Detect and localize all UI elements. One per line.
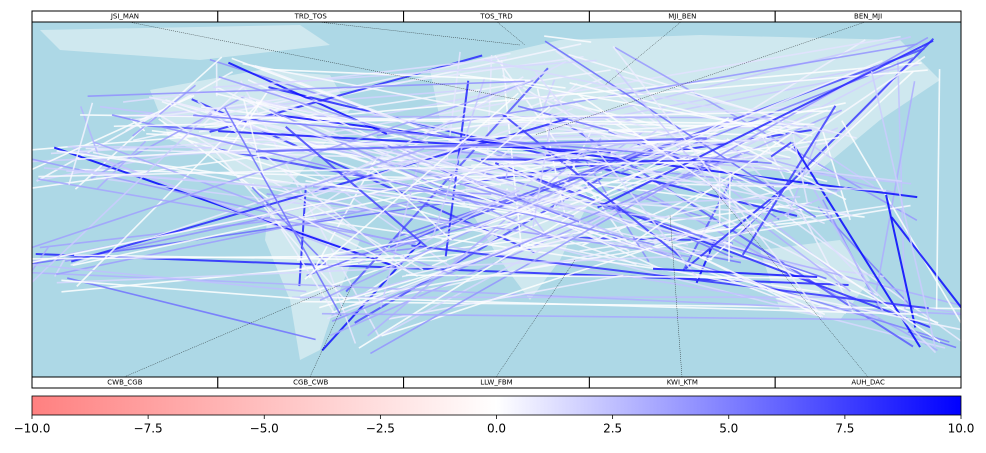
route xyxy=(729,175,730,261)
tick-label: −7.5 xyxy=(134,422,163,436)
tick-label: −5.0 xyxy=(250,422,279,436)
colorbar xyxy=(32,396,961,415)
route-label: TOS_TRD xyxy=(479,13,512,21)
route-label: BEN_MJI xyxy=(854,13,882,21)
route-label: TRD_TOS xyxy=(294,13,328,21)
route-label: KWI_KTM xyxy=(667,379,698,387)
colorbar-ticks: −10.0 −7.5 −5.0 −2.5 0.0 2.5 5.0 7.5 10.0 xyxy=(14,415,975,436)
tick-label: 7.5 xyxy=(835,422,854,436)
tick-label: 2.5 xyxy=(603,422,622,436)
route-label: AUH_DAC xyxy=(851,379,885,387)
route-label: LLW_FBM xyxy=(480,379,512,387)
route-label: MJI_BEN xyxy=(668,13,696,21)
route-label: JSI_MAN xyxy=(110,13,139,21)
tick-label: 5.0 xyxy=(719,422,738,436)
tick-label: 0.0 xyxy=(487,422,506,436)
tick-label: −10.0 xyxy=(14,422,51,436)
tick-label: 10.0 xyxy=(948,422,975,436)
route-label: CGB_CWB xyxy=(293,379,328,387)
route-label: CWB_CGB xyxy=(107,379,142,387)
tick-label: −2.5 xyxy=(366,422,395,436)
